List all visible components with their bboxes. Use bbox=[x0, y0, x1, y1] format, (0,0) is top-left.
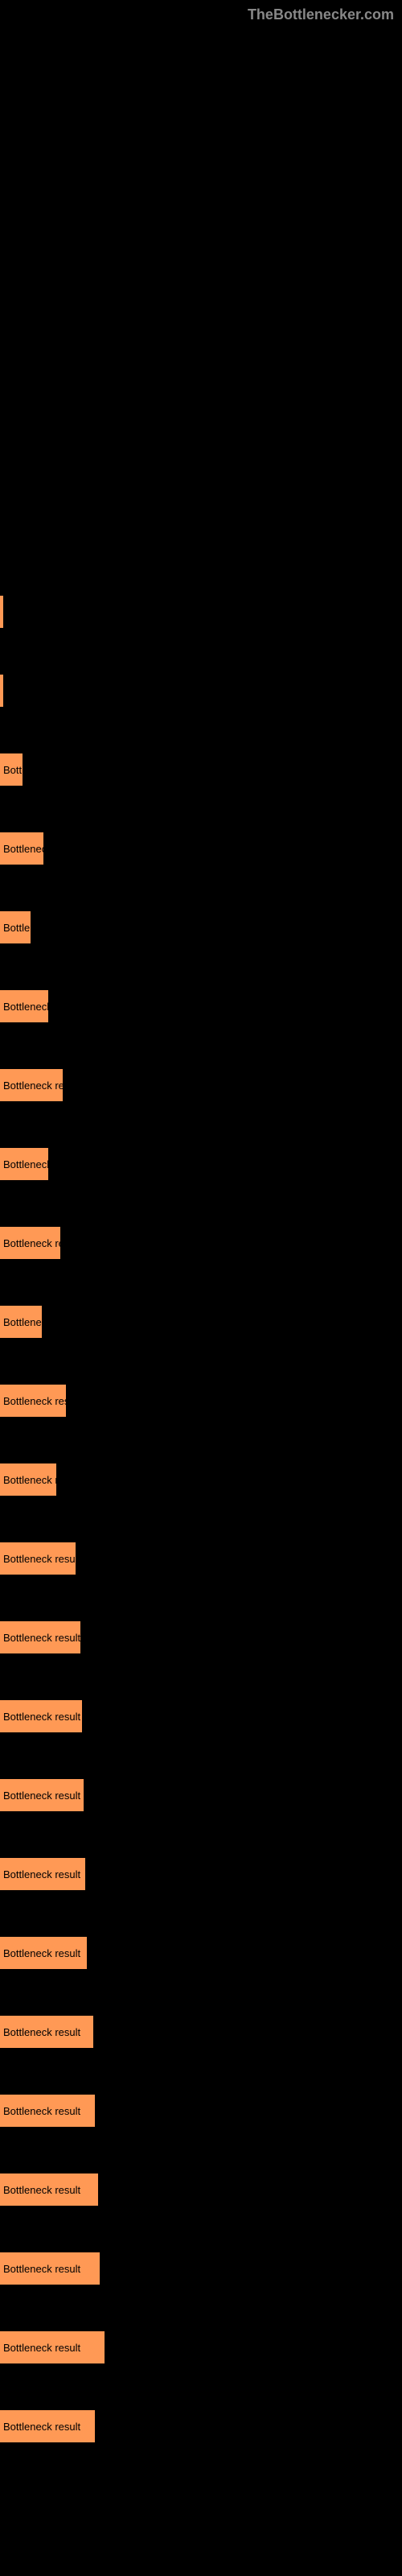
bar-row: Bottleneck r bbox=[0, 1463, 402, 1496]
bar-row: Bottlenec bbox=[0, 1306, 402, 1338]
bar: Bottleneck result bbox=[0, 2331, 105, 2363]
bar-row: Bottleneck result bbox=[0, 1858, 402, 1890]
bar: Bottleneck result bbox=[0, 2095, 95, 2127]
bar: Bottleneck result bbox=[0, 1621, 80, 1653]
bar: Bottlenec bbox=[0, 1306, 42, 1338]
bar-row: Bottleneck result bbox=[0, 2174, 402, 2206]
bar: Bottleneck res bbox=[0, 1069, 63, 1101]
bar: Bottleneck re bbox=[0, 1227, 60, 1259]
bar-row: Bottl bbox=[0, 753, 402, 786]
bar-row: Bottleneck result bbox=[0, 2410, 402, 2442]
bar-row: Bottleneck result bbox=[0, 2331, 402, 2363]
bar-row: Bottleneck result bbox=[0, 1937, 402, 1969]
bar-row: Bottleneck result bbox=[0, 1542, 402, 1575]
bar-row: Bottleneck bbox=[0, 990, 402, 1022]
bar-row: Bottleneck result bbox=[0, 2095, 402, 2127]
bar: Bottleneck result bbox=[0, 2174, 98, 2206]
bar-row: Bottleneck result bbox=[0, 1621, 402, 1653]
bar: Bottleneck result bbox=[0, 1700, 82, 1732]
bar: Bottleneck bbox=[0, 990, 48, 1022]
bar: Bottleneck result bbox=[0, 1937, 87, 1969]
bar-row: Bottleneck result bbox=[0, 1779, 402, 1811]
bar-row bbox=[0, 596, 402, 628]
bar: Bottleneck result bbox=[0, 2410, 95, 2442]
bar: Bottleneck resu bbox=[0, 1385, 66, 1417]
bar-chart: Bottl Bottleneck Bottler Bottleneck Bottlene… bbox=[0, 0, 402, 2442]
bar: Bottleneck bbox=[0, 832, 43, 865]
bar: Bottleneck result bbox=[0, 2016, 93, 2048]
bar-row: Bottleneck result bbox=[0, 2252, 402, 2285]
bar-row bbox=[0, 675, 402, 707]
bar-row: Bottleneck res bbox=[0, 1069, 402, 1101]
bar-row: Bottleneck result bbox=[0, 2016, 402, 2048]
bar: Bottleneck result bbox=[0, 1858, 85, 1890]
bar: Bottl bbox=[0, 753, 23, 786]
bar-row: Bottleneck result bbox=[0, 1700, 402, 1732]
bar: Bottleneck bbox=[0, 1148, 48, 1180]
bar: Bottleneck r bbox=[0, 1463, 56, 1496]
bar-row: Bottleneck bbox=[0, 832, 402, 865]
bar-row: Bottleneck bbox=[0, 1148, 402, 1180]
bar bbox=[0, 596, 3, 628]
bar-row: Bottleneck resu bbox=[0, 1385, 402, 1417]
watermark-text: TheBottlenecker.com bbox=[248, 6, 394, 23]
bar: Bottler bbox=[0, 911, 31, 943]
bar-row: Bottleneck re bbox=[0, 1227, 402, 1259]
bar: Bottleneck result bbox=[0, 1542, 76, 1575]
bar: Bottleneck result bbox=[0, 1779, 84, 1811]
bar: Bottleneck result bbox=[0, 2252, 100, 2285]
bar bbox=[0, 675, 3, 707]
bar-row: Bottler bbox=[0, 911, 402, 943]
